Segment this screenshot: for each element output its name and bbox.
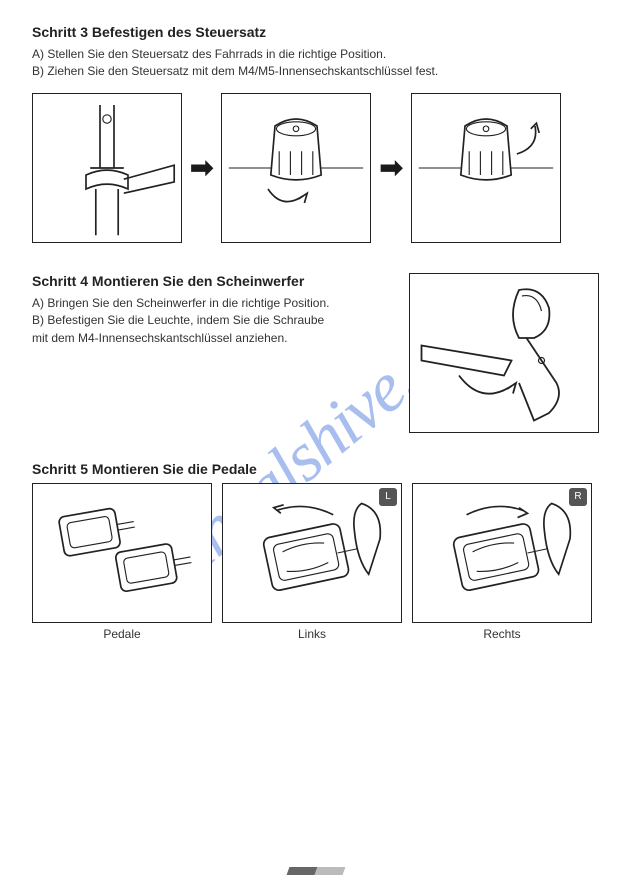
footer-page-indicator (288, 867, 344, 875)
step4-section: Schritt 4 Montieren Sie den Scheinwerfer… (32, 273, 599, 433)
step4-image (409, 273, 599, 433)
arrow-icon: ➡ (379, 151, 402, 184)
step4-title: Schritt 4 Montieren Sie den Scheinwerfer (32, 273, 393, 289)
step5-image-right: R (412, 483, 592, 623)
headset-fork-icon (37, 98, 177, 238)
step3-image-row: ➡ ➡ (32, 93, 599, 243)
step5-image-left: L (222, 483, 402, 623)
step5-title: Schritt 5 Montieren Sie die Pedale (32, 461, 599, 477)
step5-item-2: L Links (222, 483, 402, 641)
footer-bar-light (314, 867, 345, 875)
step4-line-a: A) Bringen Sie den Scheinwerfer in die r… (32, 295, 393, 312)
headset-cap-icon (226, 98, 366, 238)
step5-caption-1: Pedale (103, 627, 140, 641)
step3-body: A) Stellen Sie den Steuersatz des Fahrra… (32, 46, 599, 81)
step4-line-b2: mit dem M4-Innensechskantschlüssel anzie… (32, 330, 393, 347)
step4-text-block: Schritt 4 Montieren Sie den Scheinwerfer… (32, 273, 393, 433)
step5-image-pedals (32, 483, 212, 623)
pedals-pair-icon (37, 488, 207, 618)
left-badge: L (379, 488, 397, 506)
step3-image-1 (32, 93, 182, 243)
step3-image-2 (221, 93, 371, 243)
footer-bar-dark (286, 867, 317, 875)
pedal-right-icon (417, 488, 587, 618)
step5-item-3: R Rechts (412, 483, 592, 641)
page-content: Schritt 3 Befestigen des Steuersatz A) S… (0, 0, 631, 665)
step4-body: A) Bringen Sie den Scheinwerfer in die r… (32, 295, 393, 347)
step3-image-3 (411, 93, 561, 243)
headlight-mount-icon (414, 278, 594, 428)
step4-line-b1: B) Befestigen Sie die Leuchte, indem Sie… (32, 312, 393, 329)
step5-image-row: Pedale L Links (32, 483, 599, 641)
step5-caption-2: Links (298, 627, 326, 641)
headset-tighten-icon (416, 98, 556, 238)
step3-line-b: B) Ziehen Sie den Steuersatz mit dem M4/… (32, 63, 599, 80)
pedal-left-icon (227, 488, 397, 618)
step3-title: Schritt 3 Befestigen des Steuersatz (32, 24, 599, 40)
step3-line-a: A) Stellen Sie den Steuersatz des Fahrra… (32, 46, 599, 63)
right-badge: R (569, 488, 587, 506)
step5-caption-3: Rechts (483, 627, 520, 641)
step5-item-1: Pedale (32, 483, 212, 641)
arrow-icon: ➡ (190, 151, 213, 184)
